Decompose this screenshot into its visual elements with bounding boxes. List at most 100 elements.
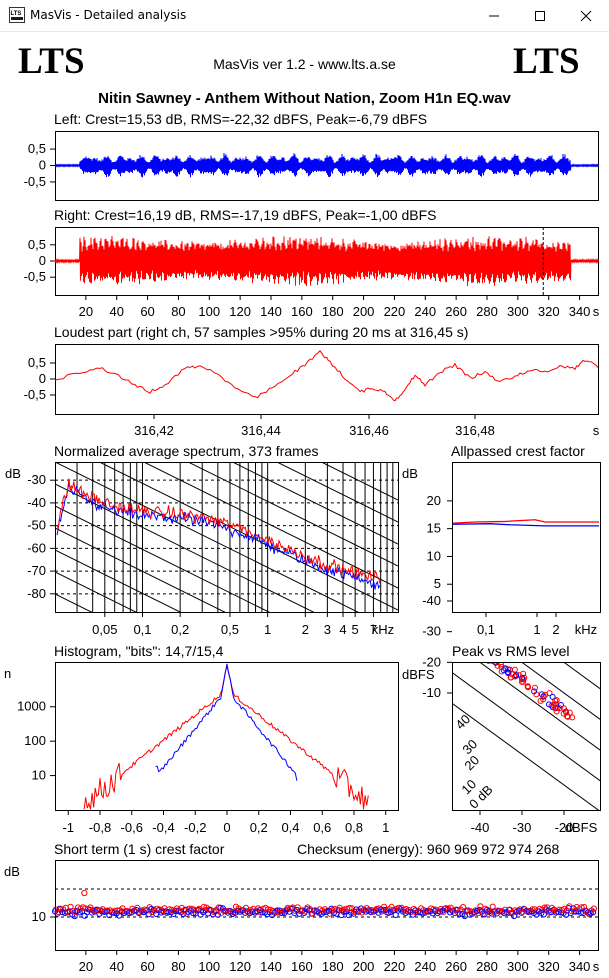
allpass-title: Allpassed crest factor	[451, 443, 585, 459]
right-channel-title: Right: Crest=16,19 dB, RMS=-17,19 dBFS, …	[54, 207, 437, 223]
x-tick-label: 2	[302, 622, 309, 637]
level-point	[457, 630, 462, 635]
x-tick-label: 200	[353, 959, 375, 974]
y-tick-label: 0,5	[28, 355, 46, 370]
checksum-label: Checksum (energy): 960 969 972 974 268	[297, 841, 560, 857]
level-point	[454, 631, 459, 636]
crest-point	[81, 889, 88, 897]
level-point	[549, 693, 556, 700]
x-tick-label: 200	[353, 304, 375, 319]
crest-point	[136, 909, 143, 916]
y-unit-label: n	[4, 666, 11, 681]
diag-line	[452, 702, 600, 810]
level-point	[467, 639, 472, 644]
x-tick-label: 1	[382, 820, 389, 835]
spectrum-trace	[56, 478, 381, 584]
y-tick-label: 20	[427, 493, 441, 508]
x-tick-label: 20	[79, 304, 93, 319]
level-point	[478, 648, 483, 653]
slope-line	[142, 462, 398, 589]
crest-point	[373, 905, 380, 913]
diag-line	[478, 662, 600, 751]
level-point	[449, 625, 454, 630]
crest-point	[590, 909, 597, 916]
slope-line	[275, 462, 398, 523]
x-tick-label: 2	[552, 622, 559, 637]
x-tick-label: -20	[555, 820, 574, 835]
level-point	[460, 633, 465, 638]
x-tick-label: -0,6	[121, 820, 143, 835]
x-tick-label: 0,4	[281, 820, 299, 835]
short-term-title: Short term (1 s) crest factor	[54, 841, 225, 857]
level-point	[454, 628, 459, 633]
x-unit-label: s	[593, 423, 600, 438]
x-tick-label: 300	[507, 304, 529, 319]
short-term-plot: dB 10 20 40 60 80 100 120 140 160 180 200 220 240 260 2…	[4, 860, 600, 974]
y-tick-label: -50	[27, 518, 46, 533]
slope-line	[55, 549, 182, 612]
x-tick-label: 1	[533, 622, 540, 637]
level-point	[540, 696, 547, 703]
crest-point	[214, 911, 221, 918]
crest-point	[71, 913, 78, 920]
y-tick-label: 10	[32, 768, 46, 783]
y-tick-label: -0,5	[24, 269, 46, 284]
x-tick-label: 0,1	[477, 622, 495, 637]
x-tick-label: 20	[79, 959, 93, 974]
window-titlebar[interactable]: LTS MasVis - Detailed analysis	[0, 0, 609, 32]
level-point	[452, 629, 457, 634]
histogram-trace	[155, 663, 298, 781]
x-tick-label: 316,46	[349, 423, 389, 438]
x-tick-label: 140	[260, 959, 282, 974]
x-tick-label: 3	[324, 622, 331, 637]
plot-frame	[55, 662, 399, 811]
y-tick-label: 5	[434, 576, 441, 591]
y-tick-label: 1000	[17, 699, 46, 714]
close-icon	[580, 10, 592, 22]
x-tick-label: 0,2	[250, 820, 268, 835]
slope-line	[98, 462, 398, 611]
x-tick-label: 180	[322, 959, 344, 974]
y-tick-label: -30	[422, 624, 441, 639]
x-tick-label: 60	[140, 959, 154, 974]
crest-point	[101, 908, 108, 916]
x-tick-label: 140	[260, 304, 282, 319]
x-tick-label: 7	[370, 622, 377, 637]
maximize-button[interactable]	[517, 0, 563, 31]
level-point	[563, 709, 570, 716]
level-point	[490, 651, 495, 656]
level-point	[478, 651, 483, 656]
x-unit-label: s	[593, 959, 600, 974]
left-waveform-plot: 0,5 0-0,5	[24, 131, 599, 201]
level-point	[500, 667, 507, 674]
y-tick-label: -40	[27, 495, 46, 510]
x-tick-label: 0,8	[345, 820, 363, 835]
allpass-right-trace	[452, 519, 599, 524]
waveform-trace	[54, 153, 599, 178]
x-tick-label: -40	[471, 820, 490, 835]
x-tick-label: 260	[445, 959, 467, 974]
x-tick-label: 160	[291, 304, 313, 319]
peak-rms-grid	[445, 623, 600, 810]
level-point	[551, 701, 558, 708]
x-tick-label: 340	[569, 959, 591, 974]
close-button[interactable]	[563, 0, 609, 31]
allpass-plot: dB 20 15 10 5 0,1 1 2 kHz	[402, 462, 601, 637]
slope-line	[231, 462, 398, 545]
level-point	[481, 646, 486, 651]
histogram-title: Histogram, "bits": 14,7/15,4	[54, 643, 224, 659]
level-point	[546, 701, 552, 708]
level-point	[472, 643, 477, 648]
level-point	[515, 672, 522, 679]
level-point	[532, 684, 538, 691]
level-point	[445, 623, 450, 628]
x-tick-label: 80	[171, 959, 185, 974]
x-tick-label: 100	[198, 959, 220, 974]
minimize-button[interactable]	[471, 0, 517, 31]
logo-right: LTS	[513, 41, 580, 82]
x-tick-label: 0,05	[92, 622, 117, 637]
right-waveform-plot: 0,50-0,5 20 40 60 80 100 120 140 160 180 200 220 240…	[24, 227, 600, 319]
crest-point	[419, 910, 426, 917]
slope-line	[55, 571, 137, 612]
loudest-part-plot: 0,50-0,5 316,42 316,44 316,46 316,48 s	[24, 344, 600, 438]
